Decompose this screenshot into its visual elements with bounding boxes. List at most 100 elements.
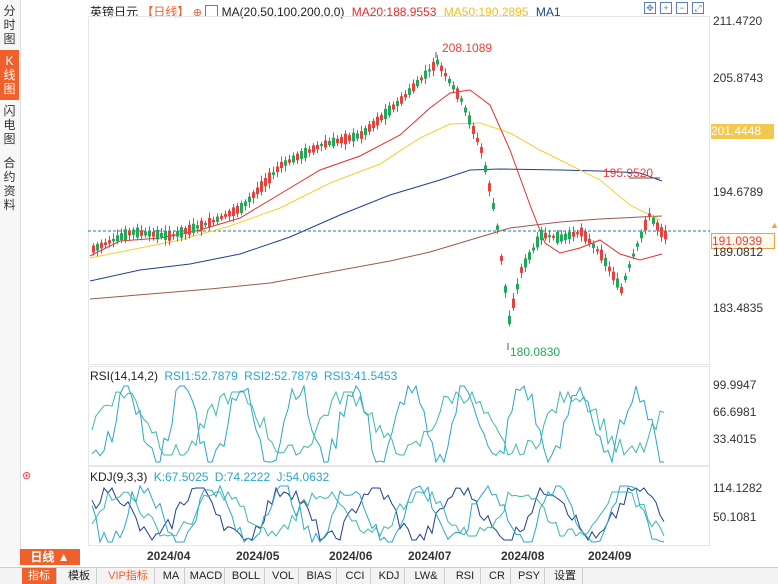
period-label[interactable]: 【日线】: [141, 5, 190, 19]
tab-vol[interactable]: VOL: [268, 568, 299, 584]
tab-kdj[interactable]: KDJ: [374, 568, 405, 584]
candle-body: [660, 227, 663, 238]
chart-controls: ✥ + − ⤢: [644, 0, 714, 16]
candle-body: [144, 231, 147, 236]
tab-ma[interactable]: MA: [158, 568, 185, 584]
candle-body: [472, 125, 475, 135]
ma50-value: MA50:190.2895: [443, 5, 529, 19]
settings-gear-icon[interactable]: ⊕: [192, 7, 202, 19]
candle-body: [396, 100, 399, 107]
rsi2-value: RSI2:52.7879: [244, 369, 318, 383]
kdj-header: KDJ(9,3,3) K:67.5025 D:74.2222 J:54.0632: [90, 470, 329, 484]
move-icon[interactable]: ✥: [644, 2, 656, 14]
zoom-out-icon[interactable]: −: [676, 2, 688, 14]
expand-icon[interactable]: ⤢: [692, 2, 704, 14]
candle-body: [116, 235, 119, 242]
candle-body: [196, 225, 199, 229]
ma50-line: [89, 122, 661, 259]
candle-body: [404, 94, 407, 98]
rsi-title: RSI(14,14,2): [90, 369, 159, 383]
tab-vip-indicators[interactable]: VIP指标: [102, 568, 155, 584]
candle-body: [172, 234, 175, 237]
candle-body: [600, 249, 603, 261]
candle-body: [648, 213, 651, 217]
rsi-pane[interactable]: [88, 366, 710, 466]
date-label: 2024/06: [329, 549, 373, 563]
candle-body: [448, 78, 451, 84]
candle-body: [180, 227, 183, 238]
candle-body: [612, 271, 615, 281]
kdj-axis-label: 114.1282: [713, 481, 763, 495]
candle-body: [492, 202, 495, 210]
period-select-button[interactable]: 日线 ▲: [20, 549, 80, 565]
rsi-axis-label: 99.9947: [713, 378, 757, 392]
candle-body: [320, 143, 323, 147]
ma50-price-tag: 201.4448: [711, 124, 774, 139]
candle-body: [480, 147, 483, 153]
candle-body: [436, 59, 439, 65]
candle-body: [556, 231, 559, 243]
ma200-polyline: [89, 215, 663, 300]
candle-body: [484, 165, 487, 172]
candle-body: [248, 196, 251, 203]
price-tag-arrow-icon: ▲: [770, 220, 778, 230]
candle-body: [240, 203, 243, 213]
candle-body: [272, 172, 275, 175]
zoom-in-icon[interactable]: +: [660, 2, 672, 14]
candle-body: [356, 133, 359, 139]
candle-body: [564, 233, 567, 240]
candle-body: [228, 210, 231, 217]
candle-body: [112, 238, 115, 242]
price-pane[interactable]: [88, 16, 710, 365]
candle-body: [280, 162, 283, 168]
candle-body: [424, 70, 427, 79]
tab-settings[interactable]: 设置: [548, 568, 583, 584]
ma100-polyline: [89, 168, 663, 282]
candle-body: [128, 230, 131, 236]
candle-body: [628, 264, 631, 268]
kline-chart-svg: [88, 52, 710, 544]
candle-body: [268, 172, 271, 184]
candle-body: [304, 147, 307, 159]
ma100-line: [89, 168, 663, 282]
tab-flash-chart[interactable]: 闪电图: [3, 104, 16, 146]
ma-indicator-name: MA(20,50,100,200,0,0): [221, 5, 345, 19]
candle-body: [124, 229, 127, 241]
candle-body: [620, 287, 623, 293]
rsi3-value: RSI3:41.5453: [323, 369, 398, 383]
candle-body: [420, 77, 423, 81]
indicator-target-icon[interactable]: ⊛: [22, 470, 32, 482]
candle-body: [388, 105, 391, 116]
tab-indicators[interactable]: 指标: [22, 568, 57, 584]
tab-bias[interactable]: BIAS: [302, 568, 337, 584]
tab-cr[interactable]: CR: [484, 568, 511, 584]
candle-body: [176, 231, 179, 237]
candle-body: [340, 136, 343, 144]
tab-macd[interactable]: MACD: [188, 568, 225, 584]
tab-cci[interactable]: CCI: [340, 568, 371, 584]
tab-contract-info[interactable]: 合约资料: [3, 156, 16, 212]
candle-body: [160, 232, 163, 238]
candle-body: [96, 244, 99, 251]
tab-boll[interactable]: BOLL: [228, 568, 265, 584]
candle-body: [156, 229, 159, 240]
candle-body: [580, 227, 583, 237]
tab-psy[interactable]: PSY: [514, 568, 545, 584]
candle-body: [216, 216, 219, 222]
candle-body: [604, 257, 607, 267]
tab-lwr[interactable]: LW&: [408, 568, 445, 584]
candle-body: [528, 252, 531, 260]
kdj-d-line: [91, 490, 665, 538]
tab-kline-chart[interactable]: K线图: [0, 50, 19, 100]
tab-rsi[interactable]: RSI: [450, 568, 481, 584]
rsi1-line: [91, 384, 664, 464]
tab-templates[interactable]: 模板: [62, 568, 97, 584]
tab-time-chart[interactable]: 分时图: [3, 4, 16, 46]
candle-body: [104, 242, 107, 246]
kdj-pane[interactable]: [88, 466, 710, 546]
candle-body: [508, 315, 511, 325]
indicator-toolbar: 指标 模板 VIP指标 MA MACD BOLL VOL BIAS CCI KD…: [0, 567, 778, 584]
candle-body: [252, 192, 255, 198]
candle-body: [120, 233, 123, 240]
candle-body: [352, 132, 355, 142]
